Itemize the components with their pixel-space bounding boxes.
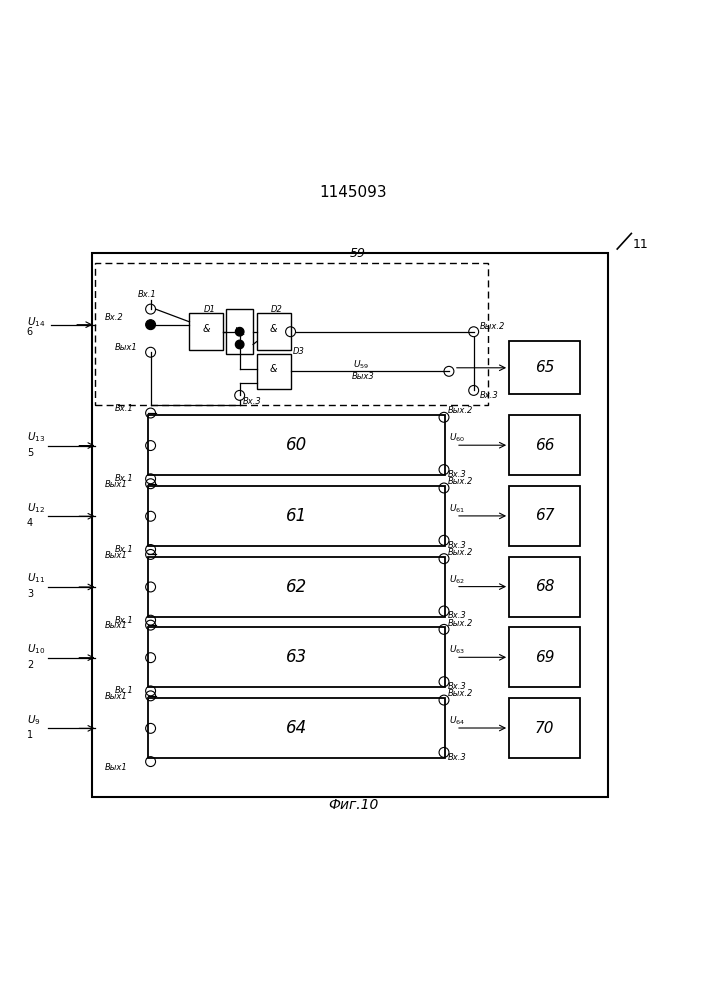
Text: Bыx.2: Bыx.2 [479,322,505,331]
Text: $U_{12}$: $U_{12}$ [27,501,45,515]
Text: Bx.3: Bx.3 [243,397,262,406]
Text: Bx.1: Bx.1 [115,404,134,413]
Text: 65: 65 [534,360,554,375]
Text: Bx.1: Bx.1 [115,474,134,483]
Text: 67: 67 [534,508,554,523]
Text: $U_{63}$: $U_{63}$ [449,644,465,656]
Bar [92,253,608,797]
Text: 69: 69 [534,650,554,665]
Text: Bыx.2: Bыx.2 [448,406,473,415]
Bar [148,415,445,475]
Text: 66: 66 [534,438,554,453]
Bar [95,263,488,405]
Text: 2: 2 [27,660,33,670]
Bar [509,557,580,617]
Text: $U_{14}$: $U_{14}$ [27,315,45,329]
Circle shape [235,327,244,336]
Text: 4: 4 [27,518,33,528]
Text: $U_{61}$: $U_{61}$ [449,503,465,515]
Text: 68: 68 [534,579,554,594]
Bar [148,486,445,546]
Bar [148,627,445,687]
Text: D3: D3 [293,347,305,356]
Bar [226,309,253,354]
Text: 60: 60 [286,436,308,454]
Text: Фиг.10: Фиг.10 [328,798,379,812]
Bar [509,627,580,687]
Text: $U_{13}$: $U_{13}$ [27,430,45,444]
Bar [189,313,223,350]
Text: 70: 70 [534,721,554,736]
Text: &: & [270,324,277,334]
Text: Bыx1: Bыx1 [105,551,127,560]
Text: $U_{60}$: $U_{60}$ [449,432,465,444]
Text: &: & [270,364,277,374]
Text: Bыx1: Bыx1 [105,692,127,701]
Text: Bыx1: Bыx1 [105,763,127,772]
Text: Bыx.2: Bыx.2 [448,619,473,628]
Text: 1: 1 [27,730,33,740]
Text: $U_1$: $U_1$ [233,325,246,338]
Text: 61: 61 [286,507,308,525]
Text: Bx.1: Bx.1 [115,686,134,695]
Circle shape [235,340,244,349]
Bar [148,557,445,617]
Text: Bx.3: Bx.3 [448,682,467,691]
Text: Bx.1: Bx.1 [138,290,157,299]
Text: Bx.1: Bx.1 [115,616,134,625]
Bar [257,313,291,350]
Text: Bx.1: Bx.1 [115,545,134,554]
Text: &: & [203,324,210,334]
Text: Bx.3: Bx.3 [479,391,498,400]
Text: D2: D2 [271,305,283,314]
Bar [257,354,291,389]
Bar [509,486,580,546]
Text: Bыx.2: Bыx.2 [448,477,473,486]
Text: $U_{10}$: $U_{10}$ [27,642,45,656]
Text: Bx.3: Bx.3 [448,753,467,762]
Bar [509,341,580,394]
Text: 11: 11 [633,238,648,251]
Text: Bыx.2: Bыx.2 [448,689,473,698]
Bar [148,698,445,758]
Text: $U_{11}$: $U_{11}$ [27,572,45,585]
Text: $U_{62}$: $U_{62}$ [449,573,465,586]
Circle shape [146,320,155,329]
Text: $U_{59}$: $U_{59}$ [354,358,369,371]
Text: $U_{64}$: $U_{64}$ [449,715,465,727]
Text: 6: 6 [27,327,33,337]
Text: Bыx1: Bыx1 [105,621,127,630]
Text: D1: D1 [204,305,216,314]
Text: 3: 3 [27,589,33,599]
Text: Bx.3: Bx.3 [448,470,467,479]
Text: $U_9$: $U_9$ [27,713,40,727]
Text: 59: 59 [350,247,366,260]
Text: 1145093: 1145093 [320,185,387,200]
Text: Bx.2: Bx.2 [105,313,124,322]
Text: Bыx3: Bыx3 [352,372,375,381]
Text: Bыx.2: Bыx.2 [448,548,473,557]
Text: Bыx1: Bыx1 [105,480,127,489]
Bar [509,698,580,758]
Text: Bx.3: Bx.3 [448,541,467,550]
Text: 5: 5 [27,448,33,458]
Text: 63: 63 [286,648,308,666]
Text: 64: 64 [286,719,308,737]
Text: Bыx1: Bыx1 [115,343,137,352]
Text: Bx.3: Bx.3 [448,611,467,620]
Text: 62: 62 [286,578,308,596]
Bar [509,415,580,475]
